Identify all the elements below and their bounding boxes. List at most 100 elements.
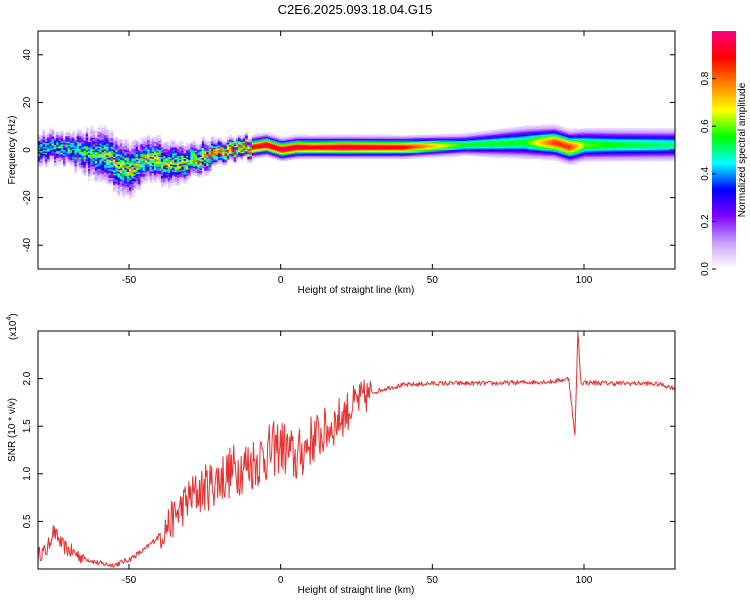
heatmap-cell (279, 150, 282, 153)
heatmap-cell (290, 153, 294, 156)
heatmap-cell (474, 134, 478, 137)
heatmap-cell (547, 138, 551, 141)
heatmap-cell (201, 139, 205, 141)
heatmap-cell (231, 145, 235, 148)
heatmap-cell (556, 136, 560, 139)
heatmap-cell (163, 180, 166, 182)
heatmap-cell (179, 152, 182, 155)
heatmap-cell (133, 179, 137, 182)
heatmap-cell (131, 190, 135, 193)
heatmap-cell (274, 144, 278, 147)
heatmap-cell (490, 138, 494, 141)
heatmap-cell (119, 178, 123, 180)
heatmap-cell (149, 149, 153, 152)
heatmap-cell (561, 132, 565, 135)
heatmap-cell (154, 148, 157, 151)
heatmap-cell (172, 161, 175, 164)
heatmap-cell (101, 159, 105, 161)
heatmap-cell (119, 188, 123, 190)
heatmap-cell (83, 157, 87, 159)
heatmap-cell (65, 154, 69, 156)
heatmap-cell (440, 137, 444, 139)
heatmap-cell (324, 152, 328, 155)
heatmap-cell (415, 139, 419, 142)
heatmap-cell (283, 149, 287, 151)
heatmap-cell (245, 132, 248, 135)
heatmap-cell (160, 156, 164, 159)
heatmap-cell (504, 144, 508, 146)
heatmap-cell (69, 159, 73, 162)
heatmap-cell (129, 158, 132, 160)
heatmap-cell (427, 140, 430, 143)
heatmap-cell (185, 166, 189, 169)
heatmap-cell (179, 162, 182, 165)
heatmap-cell (78, 151, 82, 154)
heatmap-cell (279, 144, 282, 147)
heatmap-cell (506, 132, 510, 135)
heatmap-cell (276, 155, 280, 158)
heatmap-cell (456, 145, 460, 147)
heatmap-cell (195, 151, 198, 154)
heatmap-cell (290, 143, 294, 146)
heatmap-cell (540, 140, 544, 142)
heatmap-cell (160, 164, 164, 166)
heatmap-cell (527, 131, 530, 134)
heatmap-cell (274, 140, 278, 143)
heatmap-cell (190, 170, 194, 173)
heatmap-cell (192, 156, 196, 159)
heatmap-cell (58, 143, 62, 146)
heatmap-cell (370, 137, 373, 139)
heatmap-cell (188, 156, 191, 159)
heatmap-cell (224, 145, 228, 148)
heatmap-cell (142, 153, 146, 156)
heatmap-cell (176, 184, 180, 187)
heatmap-cell (135, 153, 139, 156)
heatmap-cell (465, 135, 469, 137)
heatmap-cell (97, 154, 100, 157)
heatmap-cell (483, 149, 487, 152)
heatmap-cell (552, 130, 555, 132)
heatmap-cell (63, 159, 66, 162)
heatmap-cell (179, 165, 182, 168)
heatmap-cell (76, 146, 80, 149)
heatmap-cell (297, 147, 301, 149)
heatmap-cell (279, 154, 282, 157)
heatmap-cell (540, 131, 544, 134)
heatmap-cell (372, 145, 376, 148)
heatmap-cell (272, 142, 276, 145)
heatmap-cell (347, 155, 351, 158)
heatmap-cell (163, 175, 166, 178)
heatmap-cell (167, 146, 171, 149)
heatmap-cell (552, 127, 555, 130)
heatmap-cell (374, 145, 378, 148)
heatmap-cell (254, 146, 257, 149)
heatmap-cell (520, 152, 524, 155)
heatmap-cell (65, 148, 69, 151)
heatmap-cell (51, 137, 55, 140)
heatmap-cell (240, 154, 244, 157)
heatmap-cell (499, 150, 503, 153)
heatmap-cell (74, 171, 78, 173)
heatmap-cell (110, 149, 114, 151)
heatmap-cell (99, 147, 103, 150)
heatmap-cell (158, 158, 162, 160)
heatmap-cell (367, 140, 371, 142)
heatmap-cell (156, 169, 160, 171)
heatmap-cell (508, 140, 512, 143)
heatmap-cell (543, 140, 546, 142)
heatmap-cell (299, 152, 303, 155)
heatmap-cell (188, 143, 191, 146)
heatmap-cell (213, 164, 216, 167)
heatmap-cell (99, 136, 103, 139)
heatmap-cell (42, 143, 46, 146)
heatmap-cell (545, 142, 549, 145)
heatmap-cell (502, 142, 505, 145)
heatmap-cell (133, 170, 137, 173)
heatmap-cell (101, 130, 105, 133)
heatmap-cell (465, 147, 469, 150)
heatmap-cell (322, 144, 326, 147)
heatmap-cell (138, 162, 141, 164)
heatmap-cell (497, 154, 501, 157)
heatmap-cell (113, 179, 116, 181)
heatmap-cell (433, 143, 437, 145)
